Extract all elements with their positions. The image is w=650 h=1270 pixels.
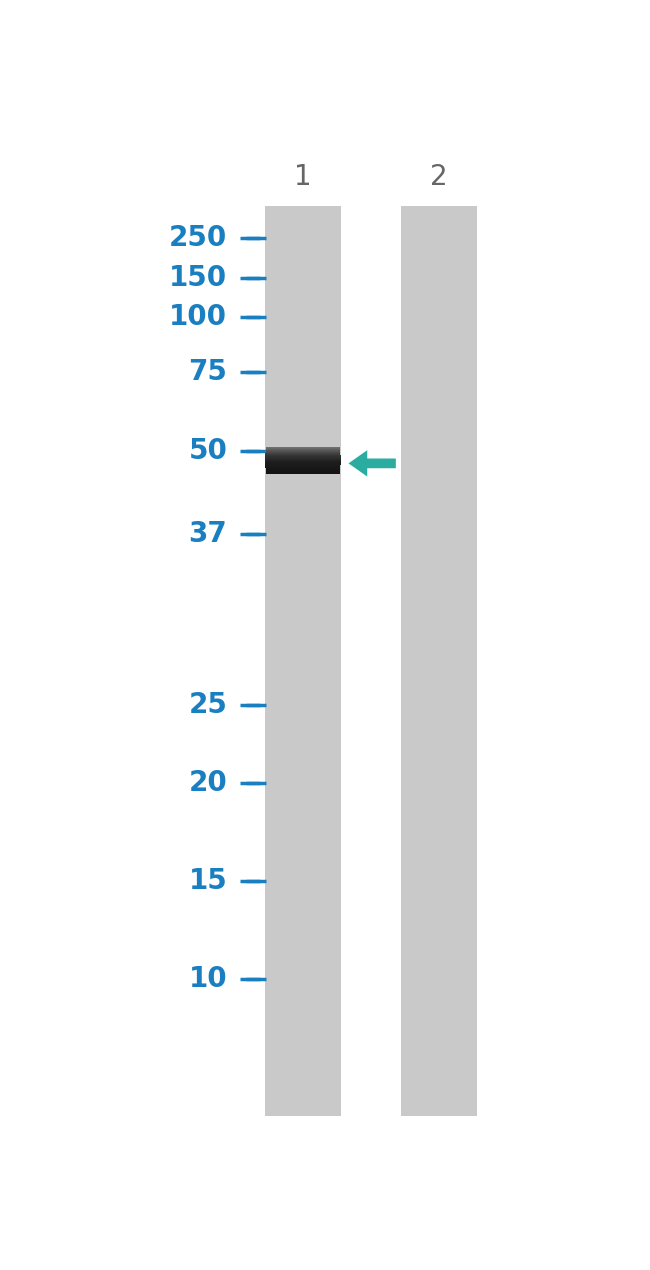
Text: 50: 50 — [188, 437, 228, 465]
Text: 25: 25 — [188, 691, 228, 719]
Text: 150: 150 — [169, 264, 227, 292]
Text: 250: 250 — [169, 225, 227, 253]
Text: 20: 20 — [188, 770, 228, 798]
Bar — [265, 206, 341, 1115]
Text: 75: 75 — [188, 358, 228, 386]
Text: 15: 15 — [188, 867, 228, 895]
Text: 1: 1 — [294, 163, 312, 190]
Bar — [401, 206, 476, 1115]
Text: 37: 37 — [188, 519, 228, 547]
Text: 2: 2 — [430, 163, 448, 190]
Text: 100: 100 — [170, 302, 228, 330]
Text: 10: 10 — [188, 965, 228, 993]
